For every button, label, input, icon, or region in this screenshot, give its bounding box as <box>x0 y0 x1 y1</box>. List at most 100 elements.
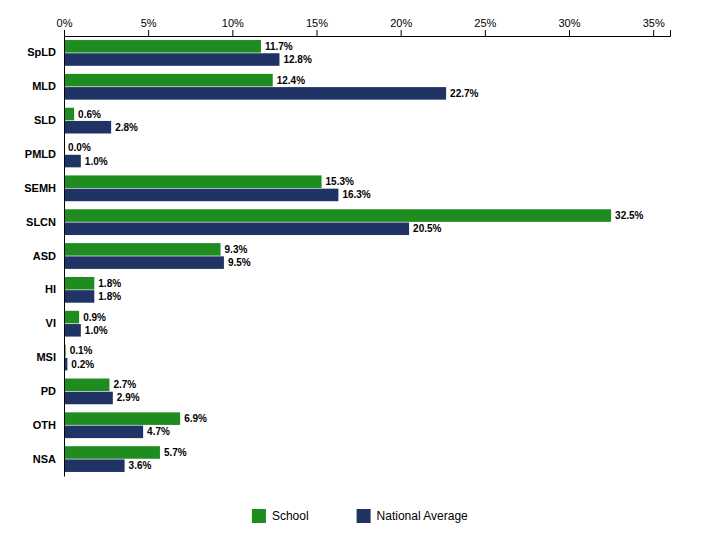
x-tick: 5% <box>141 17 157 36</box>
data-label: 1.8% <box>98 278 121 289</box>
bar <box>64 256 224 269</box>
bar <box>64 290 94 303</box>
x-tick-label: 35% <box>643 17 665 29</box>
y-tick-label: SpLD <box>27 46 56 58</box>
data-label: 9.3% <box>225 244 248 255</box>
x-tick: 25% <box>474 17 496 36</box>
data-label: 1.8% <box>98 291 121 302</box>
data-label: 2.8% <box>115 122 138 133</box>
x-axis: 0% 5% 10% 15% 20% 25% 30% 35% <box>57 17 671 37</box>
x-tick: 15% <box>306 17 328 36</box>
y-tick: HI <box>45 283 56 295</box>
y-tick: SEMH <box>24 182 56 194</box>
bar <box>64 222 409 235</box>
x-tick-mark <box>64 30 65 36</box>
bar <box>64 74 273 87</box>
data-label: 16.3% <box>342 189 370 200</box>
data-label: 1.0% <box>85 325 108 336</box>
x-tick-mark <box>653 30 654 36</box>
y-tick-label: NSA <box>33 453 56 465</box>
x-tick-mark <box>148 30 149 36</box>
bar <box>64 446 160 459</box>
data-label: 0.2% <box>71 359 94 370</box>
y-tick: PMLD <box>25 148 56 160</box>
y-tick: MSI <box>36 351 56 363</box>
y-tick-label: VI <box>46 317 56 329</box>
data-label: 9.5% <box>228 257 251 268</box>
x-tick: 20% <box>390 17 412 36</box>
plot: 0% 5% 10% 15% 20% 25% 30% 35% SpLD MLD SLD PMLD SEMH… <box>24 17 670 477</box>
bar <box>64 175 322 188</box>
y-tick-label: MLD <box>32 80 56 92</box>
x-tick: 10% <box>222 17 244 36</box>
bar <box>64 121 111 134</box>
data-label: 12.4% <box>277 75 305 86</box>
y-tick-label: HI <box>45 283 56 295</box>
legend-item: School <box>252 509 309 523</box>
y-tick-label: PD <box>41 385 56 397</box>
bar <box>64 53 279 66</box>
data-label: 0.9% <box>83 312 106 323</box>
bar <box>64 40 261 53</box>
x-tick-label: 25% <box>474 17 496 29</box>
y-axis: SpLD MLD SLD PMLD SEMH SLCN ASD HI VI MSI PD OTH NSA <box>24 37 64 477</box>
y-tick: MLD <box>32 80 56 92</box>
x-tick-label: 10% <box>222 17 244 29</box>
bar <box>64 324 81 337</box>
y-tick-label: PMLD <box>25 148 56 160</box>
data-label: 22.7% <box>450 88 478 99</box>
y-tick-label: SLD <box>34 114 56 126</box>
y-tick: PD <box>41 385 56 397</box>
x-tick: 35% <box>643 17 665 36</box>
data-label: 11.7% <box>265 41 293 52</box>
data-label: 12.8% <box>283 54 311 65</box>
bar <box>64 412 180 425</box>
y-tick-label: SLCN <box>26 216 56 228</box>
data-label: 5.7% <box>164 447 187 458</box>
y-tick-label: OTH <box>33 419 56 431</box>
legend-label: School <box>272 509 309 523</box>
data-label: 3.6% <box>129 460 152 471</box>
x-tick-label: 30% <box>558 17 580 29</box>
bar <box>64 379 109 392</box>
data-label: 0.6% <box>78 109 101 120</box>
y-tick-label: MSI <box>36 351 56 363</box>
bar <box>64 426 143 439</box>
x-tick-label: 5% <box>141 17 157 29</box>
data-label: 1.0% <box>85 156 108 167</box>
bar <box>64 459 125 472</box>
x-tick: 30% <box>558 17 580 36</box>
data-label: 6.9% <box>184 413 207 424</box>
data-label: 32.5% <box>615 210 643 221</box>
data-label: 15.3% <box>326 176 354 187</box>
legend-item: National Average <box>357 509 469 523</box>
x-tick: 0% <box>57 17 73 36</box>
bar <box>64 392 113 405</box>
x-tick-label: 15% <box>306 17 328 29</box>
y-tick-label: ASD <box>33 250 56 262</box>
y-tick: OTH <box>33 419 56 431</box>
y-tick: ASD <box>33 250 56 262</box>
bar <box>64 155 81 168</box>
x-tick-label: 20% <box>390 17 412 29</box>
data-label: 2.9% <box>117 392 140 403</box>
data-label: 0.0% <box>68 142 91 153</box>
bar <box>64 108 74 121</box>
legend: School National Average <box>252 509 468 523</box>
chart: 0% 5% 10% 15% 20% 25% 30% 35% SpLD MLD SLD PMLD SEMH… <box>0 0 720 540</box>
y-axis-line <box>64 37 65 477</box>
data-label: 2.7% <box>113 379 136 390</box>
legend-swatch <box>357 509 371 523</box>
bar <box>64 277 94 290</box>
x-tick-mark <box>317 30 318 36</box>
legend-swatch <box>252 509 266 523</box>
y-tick: SLD <box>34 114 56 126</box>
y-tick: SpLD <box>27 46 56 58</box>
x-tick-mark <box>485 30 486 36</box>
x-tick-label: 0% <box>57 17 73 29</box>
x-tick-mark <box>569 30 570 36</box>
data-label: 4.7% <box>147 426 170 437</box>
data-labels: 11.7% 12.4% 0.6% 0.0% 15.3% 32.5% 9.3% 1.8% 0.9%… <box>68 41 644 471</box>
y-tick-label: SEMH <box>24 182 56 194</box>
y-tick: VI <box>46 317 56 329</box>
